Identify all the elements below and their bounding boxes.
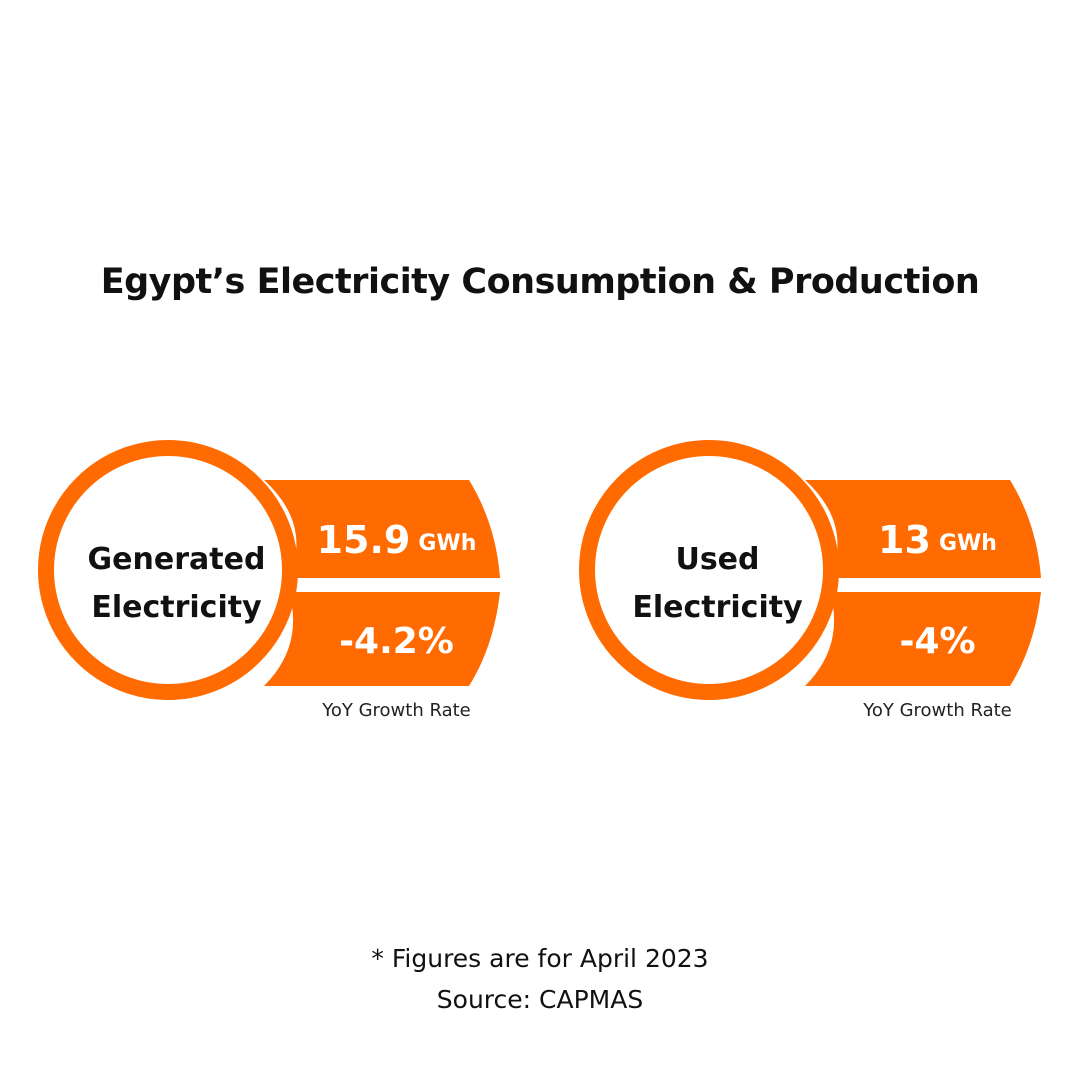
value-number: 13 xyxy=(878,518,931,562)
growth-banner xyxy=(805,592,1041,686)
growth-banner xyxy=(264,592,500,686)
ring-inner xyxy=(597,458,821,682)
value-number: 15.9 xyxy=(316,518,411,562)
card-value: 13 GWh xyxy=(830,502,1045,578)
card-label-line2: Electricity xyxy=(632,590,803,625)
card-label: Generated Electricity xyxy=(44,536,309,632)
card-label-line1: Generated xyxy=(87,542,266,577)
growth-caption: YoY Growth Rate xyxy=(863,700,1012,721)
ring-inner xyxy=(56,458,280,682)
footer-note: * Figures are for April 2023 xyxy=(371,944,709,973)
value-banner xyxy=(264,480,500,578)
card-shapes xyxy=(579,440,1041,700)
card-label-line2: Electricity xyxy=(91,590,262,625)
growth-value: -4% xyxy=(899,620,976,662)
value-unit: GWh xyxy=(938,530,997,556)
footer-source: Source: CAPMAS xyxy=(436,985,644,1014)
card-shapes xyxy=(38,440,500,700)
generated-electricity-card: Generated Electricity 15.9 GWh -4.2% YoY… xyxy=(34,436,504,726)
value-banner xyxy=(805,480,1041,578)
value-unit: GWh xyxy=(418,530,477,556)
growth-value: -4.2% xyxy=(339,620,454,662)
ring-shape xyxy=(579,440,839,700)
page-title: Egypt’s Electricity Consumption & Produc… xyxy=(100,262,980,302)
card-label: Used Electricity xyxy=(585,536,850,632)
ring-shape xyxy=(38,440,298,700)
used-electricity-card: Used Electricity 13 GWh -4% YoY Growth R… xyxy=(575,436,1045,726)
card-label-line1: Used xyxy=(675,542,760,577)
growth-caption: YoY Growth Rate xyxy=(322,700,471,721)
card-value: 15.9 GWh xyxy=(289,502,504,578)
